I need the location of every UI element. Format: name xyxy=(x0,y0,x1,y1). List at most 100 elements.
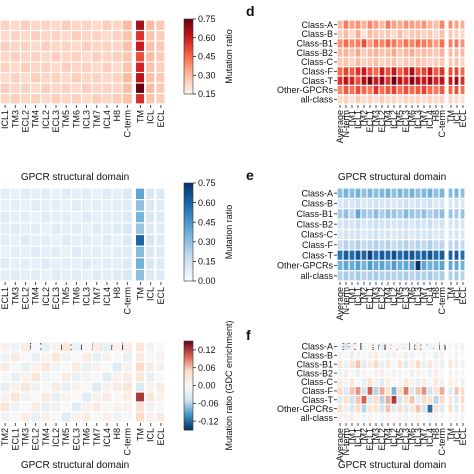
heatmap-cell xyxy=(448,360,453,369)
colorbar-segment xyxy=(184,189,193,192)
heatmap-cell xyxy=(397,378,403,386)
heatmap-cell xyxy=(102,20,112,30)
heatmap-cell xyxy=(10,258,20,269)
heatmap-cell xyxy=(51,402,61,412)
heatmap-cell xyxy=(355,360,361,369)
heatmap-cell xyxy=(421,229,427,240)
heatmap-cell xyxy=(82,20,92,30)
heatmap-cell xyxy=(361,209,367,219)
heatmap-cell xyxy=(61,402,71,412)
heatmap-cell xyxy=(146,94,155,104)
heatmap-cell xyxy=(349,67,355,76)
colorbar-segment xyxy=(184,29,193,31)
heatmap-cell xyxy=(337,29,343,39)
heatmap-cell xyxy=(71,392,81,402)
x-tick-label: H8 xyxy=(112,287,122,299)
heatmap-cell xyxy=(433,378,439,386)
colorbar-tick-label: 0.45 xyxy=(198,52,216,62)
x-tick-label: H8 xyxy=(112,110,122,122)
heatmap-cell xyxy=(415,209,421,219)
heatmap-cell xyxy=(391,271,397,281)
heatmap-cell xyxy=(421,85,427,95)
heatmap-cell xyxy=(337,67,343,76)
heatmap-cell xyxy=(51,382,61,392)
heatmap-cell xyxy=(367,342,373,351)
colorbar-segment xyxy=(184,251,193,254)
heatmap-cell xyxy=(361,57,367,67)
heatmap-cell xyxy=(421,395,427,404)
heatmap-cell xyxy=(71,412,81,422)
heatmap-cell xyxy=(385,76,391,85)
heatmap-cell xyxy=(403,57,409,67)
colorbar-segment xyxy=(184,200,193,203)
heatmap-cell xyxy=(0,83,10,93)
heatmap-cell xyxy=(427,188,433,198)
colorbar-segment xyxy=(184,90,193,92)
panel-letter: f xyxy=(246,327,251,343)
heatmap-cell xyxy=(421,351,427,360)
heatmap-cell xyxy=(421,219,427,229)
x-tick-label: ECL1 xyxy=(365,110,375,133)
heatmap-cell xyxy=(460,198,465,209)
heatmap-cell xyxy=(355,29,361,39)
heatmap-cell xyxy=(92,211,102,223)
heatmap-cell xyxy=(122,372,132,382)
colorbar-segment xyxy=(184,349,193,352)
heatmap-cell xyxy=(31,246,41,258)
heatmap-cell xyxy=(433,342,439,351)
heatmap-cell xyxy=(41,94,51,104)
heatmap-cell xyxy=(391,209,397,219)
heatmap-cell xyxy=(379,404,385,413)
colorbar-segment xyxy=(184,36,193,39)
heatmap-cell xyxy=(41,200,51,211)
heatmap-cell xyxy=(433,271,439,281)
colorbar-segment xyxy=(184,183,193,186)
heatmap-cell xyxy=(415,219,421,229)
x-tick-label: TM xyxy=(446,428,456,441)
heatmap-cell xyxy=(415,188,421,198)
heatmap-cell xyxy=(397,404,403,413)
heatmap-cell xyxy=(403,271,409,281)
heatmap-cell xyxy=(439,369,445,377)
heatmap-cell xyxy=(454,20,459,29)
heatmap-cell xyxy=(448,229,453,240)
x-tick-label: TM5 xyxy=(61,287,71,305)
heatmap-cell xyxy=(136,62,145,72)
heatmap-cell xyxy=(379,209,385,219)
heatmap-cell xyxy=(454,351,459,360)
heatmap-cell xyxy=(379,219,385,229)
colorbar-segment xyxy=(184,80,193,82)
x-tick-label: Average xyxy=(335,428,345,461)
heatmap-cell xyxy=(403,404,409,413)
heatmap-cell xyxy=(379,413,385,422)
heatmap-cell xyxy=(20,402,30,412)
heatmap-cell xyxy=(10,402,20,412)
colorbar-segment xyxy=(184,412,193,415)
x-tick-label: TM4 xyxy=(31,110,41,128)
heatmap-cell xyxy=(102,211,112,223)
heatmap-cell xyxy=(397,260,403,271)
heatmap-cell xyxy=(439,209,445,219)
heatmap-cell xyxy=(409,387,415,395)
x-tick-label: ECL2 xyxy=(377,428,387,451)
heatmap-cell xyxy=(415,240,421,250)
colorbar-segment xyxy=(184,64,193,66)
heatmap-cell xyxy=(337,378,343,386)
heatmap-cell xyxy=(460,250,465,260)
colorbar-segment xyxy=(184,86,193,89)
heatmap-cell xyxy=(41,73,51,83)
heatmap-cell xyxy=(31,412,41,422)
heatmap-cell xyxy=(439,240,445,250)
heatmap-cell xyxy=(146,73,155,83)
panel-letter: d xyxy=(246,3,255,19)
y-tick-label: Class-B2 xyxy=(296,368,333,378)
heatmap-cell xyxy=(460,395,465,404)
heatmap-cell xyxy=(343,240,349,250)
heatmap-cell xyxy=(361,271,367,281)
y-tick-label: Class-C xyxy=(301,377,334,387)
heatmap-cell xyxy=(460,378,465,386)
heatmap-cell xyxy=(349,48,355,57)
heatmap-cell xyxy=(71,269,81,281)
heatmap-cell xyxy=(427,240,433,250)
heatmap-cell xyxy=(82,258,92,269)
